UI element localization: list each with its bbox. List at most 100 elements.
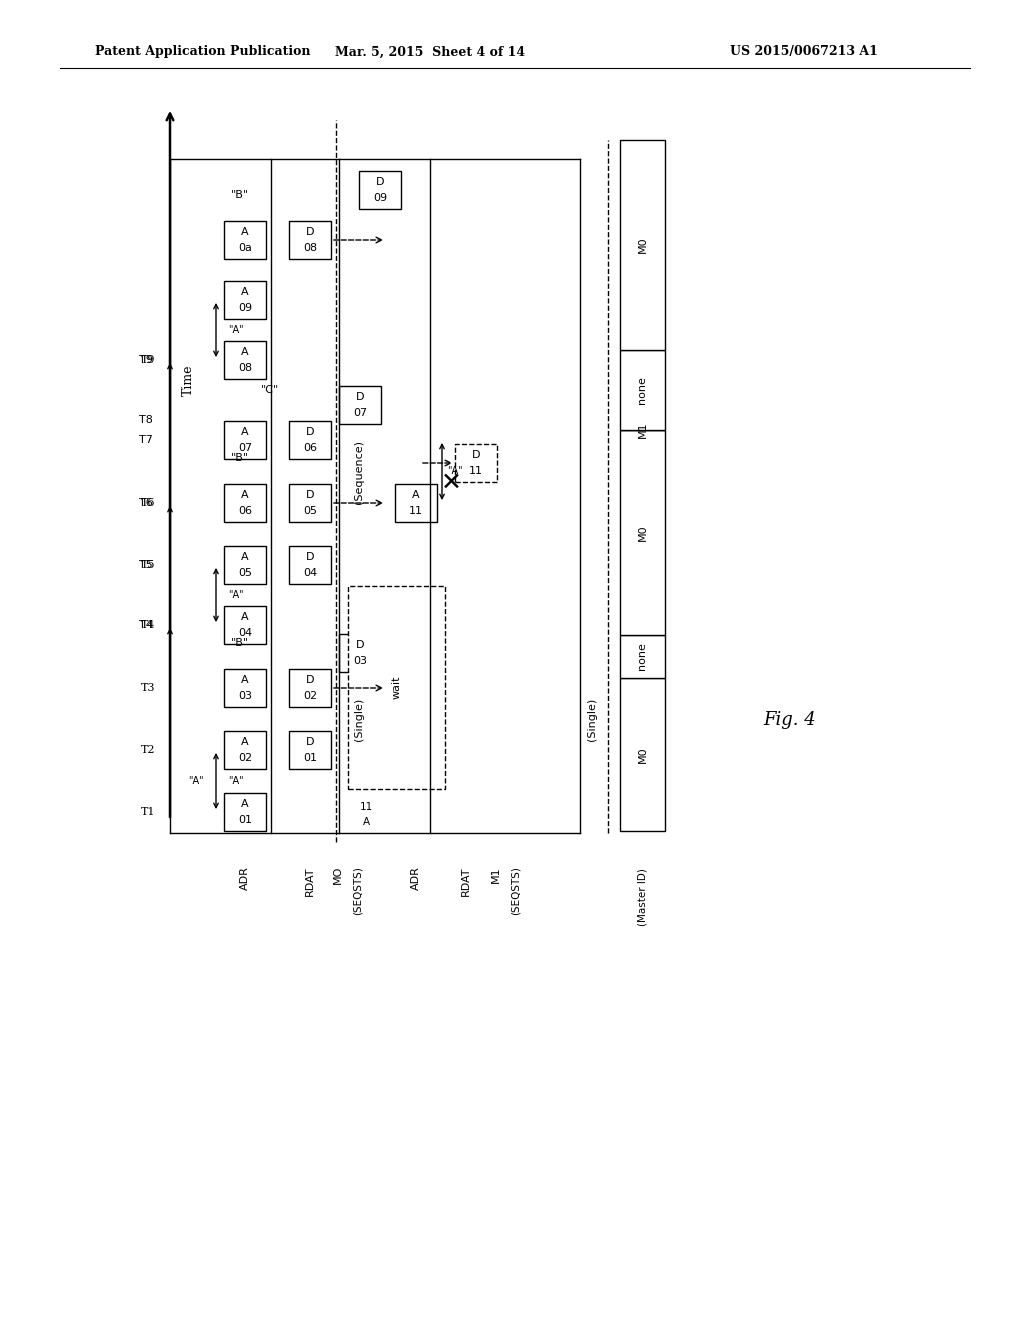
Text: T3: T3 (140, 682, 155, 693)
Text: M0: M0 (638, 524, 647, 541)
Text: RDAT: RDAT (461, 866, 471, 895)
Bar (620, 140, 665, 350)
Text: "A": "A" (228, 776, 244, 785)
Text: T2: T2 (140, 744, 155, 755)
Text: 04: 04 (303, 568, 317, 578)
Text: 06: 06 (303, 442, 317, 453)
Text: 08: 08 (303, 243, 317, 252)
Text: ✕: ✕ (440, 471, 462, 495)
Bar (289, 731, 331, 770)
Text: T9: T9 (139, 355, 153, 366)
Text: (Single): (Single) (354, 697, 364, 741)
Text: M1: M1 (490, 866, 501, 883)
Text: 01: 01 (303, 752, 317, 763)
Text: "C": "C" (261, 385, 280, 395)
Text: none: none (638, 643, 647, 671)
Text: T7: T7 (139, 436, 153, 445)
Text: T5: T5 (140, 560, 155, 570)
Text: US 2015/0067213 A1: US 2015/0067213 A1 (730, 45, 878, 58)
Text: 11: 11 (409, 506, 423, 516)
Bar (224, 546, 266, 583)
Bar (224, 606, 266, 644)
Bar (289, 546, 331, 583)
Text: A: A (242, 347, 249, 358)
Text: D: D (376, 177, 384, 187)
Bar (359, 172, 401, 209)
Bar (620, 635, 665, 678)
Text: A: A (362, 817, 370, 828)
Text: T9: T9 (140, 355, 155, 366)
Bar (339, 385, 381, 424)
Text: 0a: 0a (238, 243, 252, 252)
Bar (289, 421, 331, 459)
Text: ADR: ADR (411, 866, 421, 890)
Bar (224, 669, 266, 708)
Text: D: D (306, 738, 314, 747)
Text: 07: 07 (238, 442, 252, 453)
Text: 09: 09 (373, 193, 387, 202)
Text: A: A (242, 428, 249, 437)
Text: M1: M1 (638, 421, 647, 438)
Bar (224, 220, 266, 259)
Text: Fig. 4: Fig. 4 (764, 711, 816, 729)
Text: A: A (242, 676, 249, 685)
Text: 07: 07 (353, 408, 367, 417)
Text: A: A (242, 288, 249, 297)
Text: 02: 02 (238, 752, 252, 763)
Bar (395, 484, 437, 521)
Bar (455, 444, 497, 482)
Text: D: D (355, 640, 365, 651)
Bar (224, 731, 266, 770)
Text: D: D (355, 392, 365, 403)
Text: M0: M0 (638, 236, 647, 253)
Text: T8: T8 (139, 414, 153, 425)
Text: A: A (242, 491, 249, 500)
Text: 06: 06 (238, 506, 252, 516)
Text: (Single): (Single) (587, 697, 597, 741)
Bar (224, 281, 266, 319)
Text: wait: wait (391, 676, 401, 700)
Text: D: D (306, 491, 314, 500)
Text: "A": "A" (447, 466, 463, 477)
Bar (289, 484, 331, 521)
Text: 05: 05 (238, 568, 252, 578)
Text: 11: 11 (359, 803, 373, 812)
Bar (620, 350, 665, 430)
Text: T6: T6 (140, 498, 155, 508)
Text: (Sequence): (Sequence) (354, 440, 364, 503)
Text: 02: 02 (303, 690, 317, 701)
Text: 11: 11 (469, 466, 483, 475)
Text: A: A (242, 612, 249, 623)
Text: 01: 01 (238, 814, 252, 825)
Text: D: D (306, 428, 314, 437)
Text: T4: T4 (139, 620, 153, 630)
Bar (224, 421, 266, 459)
Text: T5: T5 (139, 560, 153, 570)
Bar (224, 793, 266, 832)
Text: 09: 09 (238, 302, 252, 313)
Text: A: A (413, 491, 420, 500)
Text: Time: Time (182, 364, 195, 396)
Text: "B": "B" (231, 190, 249, 201)
Text: "A": "A" (188, 776, 204, 785)
Text: D: D (306, 227, 314, 238)
Text: T6: T6 (139, 498, 153, 508)
Text: Mar. 5, 2015  Sheet 4 of 14: Mar. 5, 2015 Sheet 4 of 14 (335, 45, 525, 58)
Text: "A": "A" (228, 590, 244, 601)
Bar (348, 586, 445, 789)
Text: T4: T4 (140, 620, 155, 630)
Text: M0: M0 (638, 746, 647, 763)
Bar (289, 669, 331, 708)
Text: A: A (242, 800, 249, 809)
Text: "B": "B" (231, 453, 249, 463)
Bar (224, 341, 266, 379)
Bar (289, 220, 331, 259)
Bar (620, 430, 665, 635)
Text: none: none (638, 376, 647, 404)
Text: (SEQSTS): (SEQSTS) (511, 866, 521, 915)
Text: 04: 04 (238, 627, 252, 638)
Text: T1: T1 (140, 807, 155, 817)
Text: RDAT: RDAT (305, 866, 315, 895)
Bar (339, 634, 381, 672)
Text: "B": "B" (231, 638, 249, 648)
